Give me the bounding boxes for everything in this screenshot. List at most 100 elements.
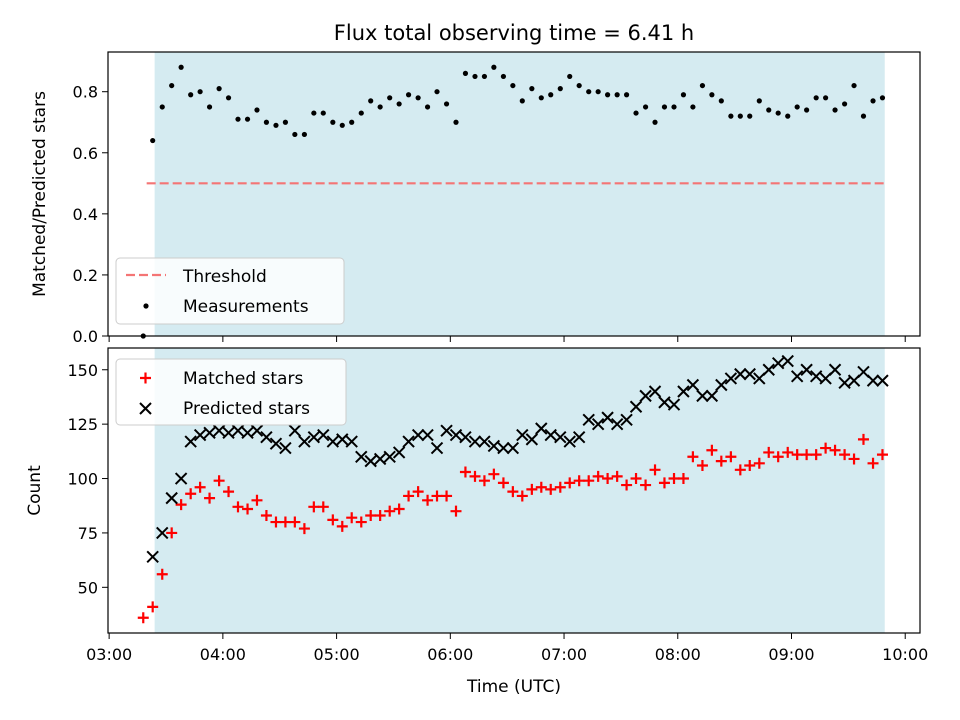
predicted-stars-point bbox=[146, 550, 159, 564]
measurement-point bbox=[586, 89, 592, 95]
matched-stars-point bbox=[336, 520, 348, 532]
matched-stars-point bbox=[583, 475, 595, 487]
measurement-point bbox=[273, 122, 279, 128]
predicted-stars-point bbox=[572, 430, 586, 444]
measurement-point bbox=[718, 98, 724, 104]
matched-stars-point bbox=[412, 486, 424, 498]
predicted-stars-point bbox=[459, 430, 472, 444]
matched-stars-point bbox=[488, 468, 500, 480]
predicted-stars-point bbox=[658, 396, 671, 409]
predicted-stars-point bbox=[734, 367, 747, 381]
measurement-point bbox=[652, 119, 658, 125]
x-tick-label: 08:00 bbox=[655, 645, 701, 664]
matched-stars-point bbox=[791, 449, 803, 461]
measurement-point bbox=[823, 95, 829, 101]
matched-stars-point bbox=[820, 442, 832, 454]
predicted-stars-point bbox=[165, 491, 178, 505]
matched-stars-point bbox=[422, 494, 434, 506]
predicted-stars-point bbox=[364, 454, 377, 468]
measurement-point bbox=[576, 82, 582, 89]
matched-stars-point bbox=[204, 492, 216, 504]
matched-stars-point bbox=[497, 477, 509, 489]
measurement-point bbox=[396, 101, 402, 107]
predicted-stars-point bbox=[506, 441, 520, 455]
legend-predicted-swatch bbox=[139, 402, 152, 415]
predicted-stars-point bbox=[326, 435, 340, 448]
predicted-stars-point bbox=[402, 435, 415, 448]
measurement-point bbox=[377, 104, 383, 110]
predicted-stars-point bbox=[828, 363, 842, 376]
predicted-stars-point bbox=[279, 441, 292, 455]
measurement-point bbox=[595, 89, 601, 95]
matched-stars-point bbox=[535, 481, 547, 493]
legend-predicted-label: Predicted stars bbox=[183, 399, 310, 419]
matched-stars-point bbox=[611, 470, 623, 482]
matched-stars-point bbox=[393, 503, 405, 515]
x-tick-label: 04:00 bbox=[200, 645, 246, 664]
measurement-point bbox=[415, 95, 421, 101]
matched-stars-point bbox=[308, 501, 320, 513]
predicted-stars-point bbox=[610, 417, 624, 431]
matched-stars-point bbox=[166, 527, 178, 539]
measurement-point bbox=[358, 110, 364, 116]
measurement-point bbox=[785, 113, 791, 119]
measurement-point bbox=[301, 131, 308, 138]
x-tick-label: 09:00 bbox=[768, 645, 814, 664]
matched-stars-point bbox=[668, 473, 680, 485]
y-tick-label: 0.0 bbox=[73, 327, 98, 346]
y-tick-label: 0.8 bbox=[73, 83, 98, 102]
legend: Matched stars Predicted stars bbox=[115, 358, 347, 426]
measurement-point bbox=[500, 73, 507, 80]
measurement-point bbox=[709, 92, 715, 98]
matched-stars-point bbox=[403, 490, 415, 502]
matched-stars-point bbox=[545, 483, 557, 495]
predicted-stars-point bbox=[440, 424, 453, 437]
measurement-point bbox=[235, 116, 241, 122]
matched-stars-point bbox=[223, 486, 235, 498]
predicted-stars-point bbox=[373, 452, 387, 466]
predicted-stars-point bbox=[449, 428, 463, 442]
measurement-point bbox=[548, 92, 554, 98]
matched-stars-point bbox=[185, 488, 197, 500]
measurement-point bbox=[510, 82, 516, 89]
legend-measurements-swatch bbox=[143, 303, 149, 309]
predicted-stars-point bbox=[421, 428, 434, 442]
matched-stars-point bbox=[715, 455, 727, 467]
matched-stars-point bbox=[658, 477, 670, 489]
predicted-stars-point bbox=[762, 363, 775, 376]
measurement-point bbox=[699, 82, 706, 89]
matched-stars-point bbox=[573, 475, 585, 487]
predicted-stars-point bbox=[648, 385, 662, 398]
measurement-point bbox=[368, 98, 374, 104]
measurement-point bbox=[519, 98, 525, 104]
predicted-stars-point bbox=[639, 389, 652, 403]
predicted-stars-point bbox=[743, 367, 756, 381]
x-tick-label: 07:00 bbox=[541, 645, 587, 664]
measurement-point bbox=[775, 110, 781, 116]
measurement-point bbox=[604, 92, 611, 98]
matched-stars-point bbox=[801, 449, 813, 461]
measurement-point bbox=[178, 64, 184, 70]
legend-box bbox=[115, 257, 345, 325]
predicted-stars-point bbox=[705, 389, 719, 403]
y-axis-label: Count bbox=[25, 465, 45, 516]
measurement-point bbox=[538, 95, 544, 101]
matched-stars-point bbox=[772, 451, 784, 463]
matched-stars-point bbox=[156, 568, 168, 580]
measurement-point bbox=[794, 104, 800, 110]
matched-stars-point bbox=[734, 464, 746, 476]
axes-frame bbox=[107, 51, 921, 337]
predicted-stars-point bbox=[563, 435, 576, 448]
matched-stars-point bbox=[649, 464, 661, 476]
matched-stars-point bbox=[848, 453, 860, 465]
matched-stars-point bbox=[810, 449, 822, 461]
predicted-stars-point bbox=[298, 435, 311, 448]
predicted-stars-point bbox=[790, 370, 804, 383]
matched-stars-point bbox=[213, 475, 225, 487]
predicted-stars-point bbox=[383, 450, 396, 463]
measurement-point bbox=[197, 89, 203, 95]
matched-stars-point bbox=[365, 510, 377, 522]
measurement-point bbox=[159, 104, 165, 110]
measurement-point bbox=[405, 92, 412, 98]
